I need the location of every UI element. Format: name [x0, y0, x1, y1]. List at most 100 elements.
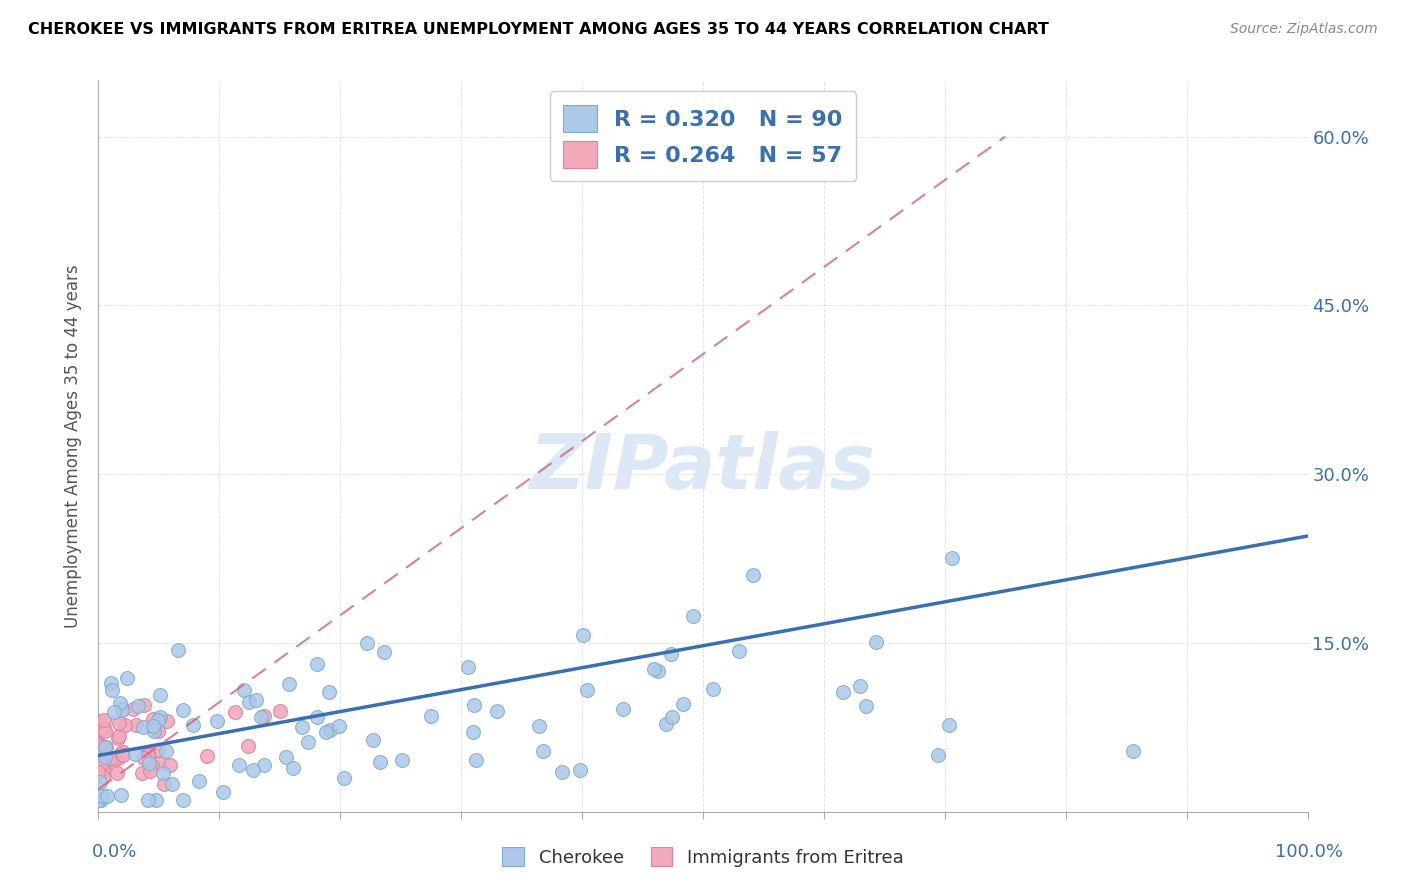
Point	[655, 716, 678, 731]
Point	[94, 756, 117, 771]
Point	[572, 627, 595, 641]
Point	[551, 764, 574, 779]
Point	[152, 766, 174, 780]
Point	[148, 756, 170, 770]
Point	[100, 751, 122, 765]
Point	[136, 747, 159, 762]
Point	[305, 657, 328, 671]
Point	[253, 757, 276, 772]
Point	[87, 765, 110, 780]
Point	[111, 747, 134, 762]
Point	[87, 737, 110, 751]
Point	[149, 689, 172, 703]
Point	[647, 664, 669, 678]
Point	[132, 750, 155, 764]
Point	[332, 772, 354, 786]
Point	[242, 763, 264, 777]
Point	[529, 719, 551, 733]
Point	[167, 642, 190, 657]
Point	[111, 745, 134, 759]
Point	[297, 735, 319, 749]
Point	[89, 754, 111, 768]
Point	[643, 662, 665, 676]
Point	[143, 723, 166, 738]
Point	[531, 744, 554, 758]
Point	[114, 718, 136, 732]
Point	[238, 695, 260, 709]
Point	[661, 710, 683, 724]
Point	[146, 743, 169, 757]
Point	[281, 761, 304, 775]
Point	[122, 702, 145, 716]
Point	[865, 635, 887, 649]
Point	[569, 763, 592, 777]
Point	[87, 793, 110, 807]
Point	[93, 744, 115, 758]
Point	[682, 609, 704, 624]
Point	[188, 773, 211, 788]
Point	[463, 698, 485, 713]
Point	[108, 716, 131, 731]
Point	[100, 676, 122, 690]
Point	[672, 697, 695, 711]
Point	[457, 660, 479, 674]
Point	[94, 739, 117, 754]
Point	[110, 788, 132, 802]
Point	[195, 748, 218, 763]
Point	[160, 777, 183, 791]
Point	[575, 682, 598, 697]
Point	[373, 645, 395, 659]
Point	[356, 636, 378, 650]
Point	[103, 705, 125, 719]
Point	[90, 764, 112, 779]
Point	[131, 766, 153, 780]
Point	[87, 764, 110, 779]
Point	[148, 723, 170, 738]
Point	[87, 760, 110, 774]
Legend: R = 0.320   N = 90, R = 0.264   N = 57: R = 0.320 N = 90, R = 0.264 N = 57	[550, 91, 856, 181]
Point	[245, 693, 267, 707]
Point	[155, 744, 177, 758]
Point	[91, 764, 114, 778]
Point	[486, 704, 509, 718]
Point	[315, 725, 337, 739]
Point	[361, 732, 384, 747]
Point	[96, 789, 118, 804]
Point	[108, 696, 131, 710]
Y-axis label: Unemployment Among Ages 35 to 44 years: Unemployment Among Ages 35 to 44 years	[65, 264, 83, 628]
Point	[89, 747, 111, 761]
Point	[90, 748, 112, 763]
Point	[105, 766, 128, 780]
Point	[328, 718, 350, 732]
Point	[419, 709, 441, 723]
Point	[224, 705, 246, 719]
Point	[136, 746, 159, 760]
Point	[141, 759, 163, 773]
Point	[159, 758, 181, 772]
Point	[91, 770, 114, 784]
Text: Source: ZipAtlas.com: Source: ZipAtlas.com	[1230, 22, 1378, 37]
Point	[849, 679, 872, 693]
Point	[464, 753, 486, 767]
Point	[832, 685, 855, 699]
Point	[90, 739, 112, 753]
Point	[124, 747, 146, 762]
Text: 100.0%: 100.0%	[1275, 843, 1343, 861]
Point	[659, 647, 682, 661]
Point	[90, 756, 112, 771]
Point	[91, 760, 114, 774]
Point	[212, 784, 235, 798]
Point	[391, 753, 413, 767]
Point	[89, 774, 111, 789]
Point	[125, 718, 148, 732]
Point	[277, 677, 299, 691]
Point	[1122, 744, 1144, 758]
Point	[90, 793, 112, 807]
Point	[110, 701, 132, 715]
Point	[461, 725, 484, 739]
Point	[87, 714, 110, 728]
Point	[93, 713, 115, 727]
Point	[249, 710, 271, 724]
Point	[115, 671, 138, 685]
Point	[368, 755, 391, 769]
